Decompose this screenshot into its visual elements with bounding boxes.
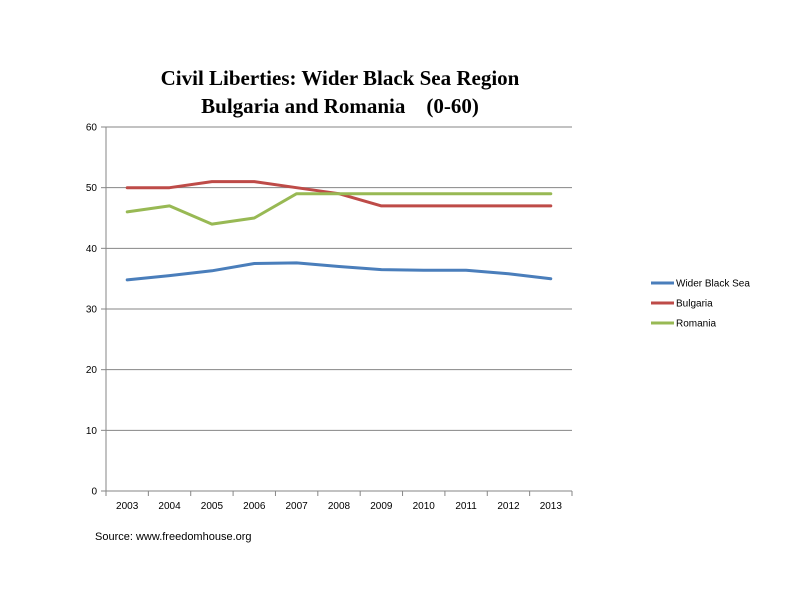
legend-label-bulgaria: Bulgaria bbox=[676, 299, 713, 310]
legend: Wider Black Sea Bulgaria Romania bbox=[651, 279, 750, 330]
y-tick-label: 50 bbox=[86, 183, 98, 194]
y-tick-label: 40 bbox=[86, 244, 98, 255]
series-lines bbox=[125, 180, 553, 282]
source-note: Source: www.freedomhouse.org bbox=[95, 531, 252, 543]
x-tick-label-2010: 2010 bbox=[413, 501, 436, 512]
x-tick-label-2013: 2013 bbox=[540, 501, 563, 512]
axes: 0 10 20 30 40 50 60 2003 2004 2005 2006 2007 2008 200… bbox=[86, 123, 573, 512]
x-tick-label-2003: 2003 bbox=[116, 501, 139, 512]
x-tick-label-2008: 2008 bbox=[328, 501, 351, 512]
x-tick-label-2004: 2004 bbox=[158, 501, 181, 512]
y-tick-label: 10 bbox=[86, 426, 98, 437]
series-line-wider-black-sea bbox=[125, 261, 553, 282]
y-tick-label: 30 bbox=[86, 305, 98, 316]
x-tick-label-2009: 2009 bbox=[370, 501, 393, 512]
y-tick-label: 0 bbox=[91, 487, 97, 498]
x-tick-label-2011: 2011 bbox=[455, 501, 477, 512]
legend-label-wider-black-sea: Wider Black Sea bbox=[676, 279, 750, 290]
chart-title-line-2: Bulgaria and Romania (0-60) bbox=[201, 94, 479, 118]
y-tick-label: 60 bbox=[86, 123, 98, 134]
x-tick-label-2012: 2012 bbox=[497, 501, 520, 512]
series-line-romania bbox=[125, 192, 553, 226]
chart-title-line-1: Civil Liberties: Wider Black Sea Region bbox=[160, 66, 520, 90]
x-tick-label-2006: 2006 bbox=[243, 501, 266, 512]
y-tick-label: 20 bbox=[86, 365, 98, 376]
x-tick-label-2007: 2007 bbox=[286, 501, 309, 512]
gridlines bbox=[106, 126, 572, 431]
x-tick-label-2005: 2005 bbox=[201, 501, 224, 512]
legend-label-romania: Romania bbox=[676, 319, 716, 330]
